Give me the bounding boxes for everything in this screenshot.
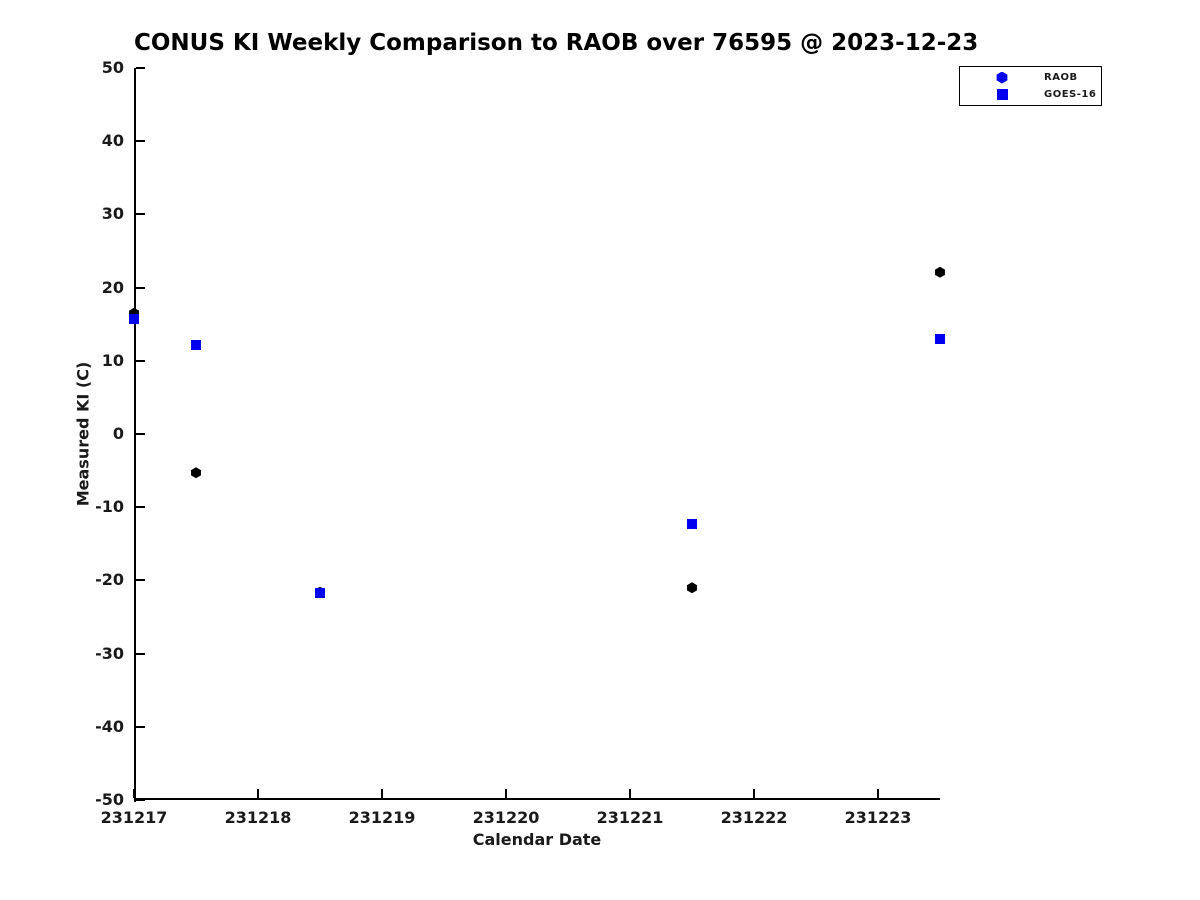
goes-16-data-point xyxy=(935,333,945,344)
y-tick-mark xyxy=(136,286,145,289)
y-tick-mark xyxy=(136,799,145,801)
raob-legend-marker-icon xyxy=(996,71,1008,84)
y-tick-label: -20 xyxy=(95,570,124,590)
y-tick-label: 0 xyxy=(112,424,124,443)
x-tick-label: 231218 xyxy=(224,808,292,827)
y-tick-label: 30 xyxy=(101,204,124,224)
chart-title: CONUS KI Weekly Comparison to RAOB over … xyxy=(134,30,979,56)
x-tick-label: 231223 xyxy=(844,808,912,827)
legend-marker-cell xyxy=(960,71,1044,84)
raob-data-point xyxy=(191,467,201,479)
x-tick-label: 231217 xyxy=(100,808,168,827)
y-tick-label: -10 xyxy=(95,497,124,517)
y-tick-mark xyxy=(136,725,145,728)
y-tick-mark xyxy=(136,359,145,362)
y-tick-mark xyxy=(136,506,145,509)
raob-data-point xyxy=(129,307,139,319)
goes-16-data-point xyxy=(315,587,325,598)
x-tick-mark xyxy=(629,789,631,798)
x-tick-mark xyxy=(381,789,383,798)
y-tick-label: -30 xyxy=(95,643,124,663)
y-tick-mark xyxy=(136,140,145,143)
x-tick-label: 231221 xyxy=(596,808,664,827)
y-tick-mark xyxy=(136,652,145,655)
goes-16-data-point xyxy=(687,519,697,530)
y-axis-line xyxy=(134,68,136,802)
x-tick-mark xyxy=(133,789,135,798)
legend-row: GOES-16 xyxy=(960,86,1101,103)
y-tick-label: 50 xyxy=(101,58,124,77)
y-tick-mark xyxy=(136,579,145,582)
raob-data-point xyxy=(935,266,945,278)
y-tick-mark xyxy=(136,433,145,435)
x-tick-label: 231222 xyxy=(720,808,788,827)
x-tick-label: 231219 xyxy=(348,808,416,827)
y-tick-mark xyxy=(136,213,145,216)
goes-16-legend-marker-icon xyxy=(996,89,1008,100)
x-tick-label: 231220 xyxy=(472,808,540,827)
goes-16-data-point xyxy=(129,314,139,325)
y-tick-label: -40 xyxy=(95,716,124,736)
x-tick-mark xyxy=(877,789,879,798)
legend: RAOB GOES-16 xyxy=(959,66,1102,106)
x-axis-label: Calendar Date xyxy=(472,830,602,849)
y-tick-mark xyxy=(136,67,145,69)
y-tick-label: 40 xyxy=(101,131,124,151)
y-tick-label: 20 xyxy=(101,277,124,297)
legend-marker-cell xyxy=(960,89,1044,100)
x-tick-mark xyxy=(505,789,507,798)
y-tick-label: -50 xyxy=(95,790,124,809)
x-tick-mark xyxy=(257,789,259,798)
goes-16-data-point xyxy=(191,339,201,350)
x-axis-line xyxy=(134,798,940,800)
legend-row: RAOB xyxy=(960,69,1101,86)
legend-label: RAOB xyxy=(1044,72,1078,83)
legend-label: GOES-16 xyxy=(1044,89,1097,100)
plot-area: Measured KI (C) 231217 231218 231219 231220… xyxy=(74,58,945,827)
y-tick-label: 10 xyxy=(101,350,124,370)
x-tick-mark xyxy=(753,789,755,798)
raob-data-point xyxy=(687,582,697,594)
